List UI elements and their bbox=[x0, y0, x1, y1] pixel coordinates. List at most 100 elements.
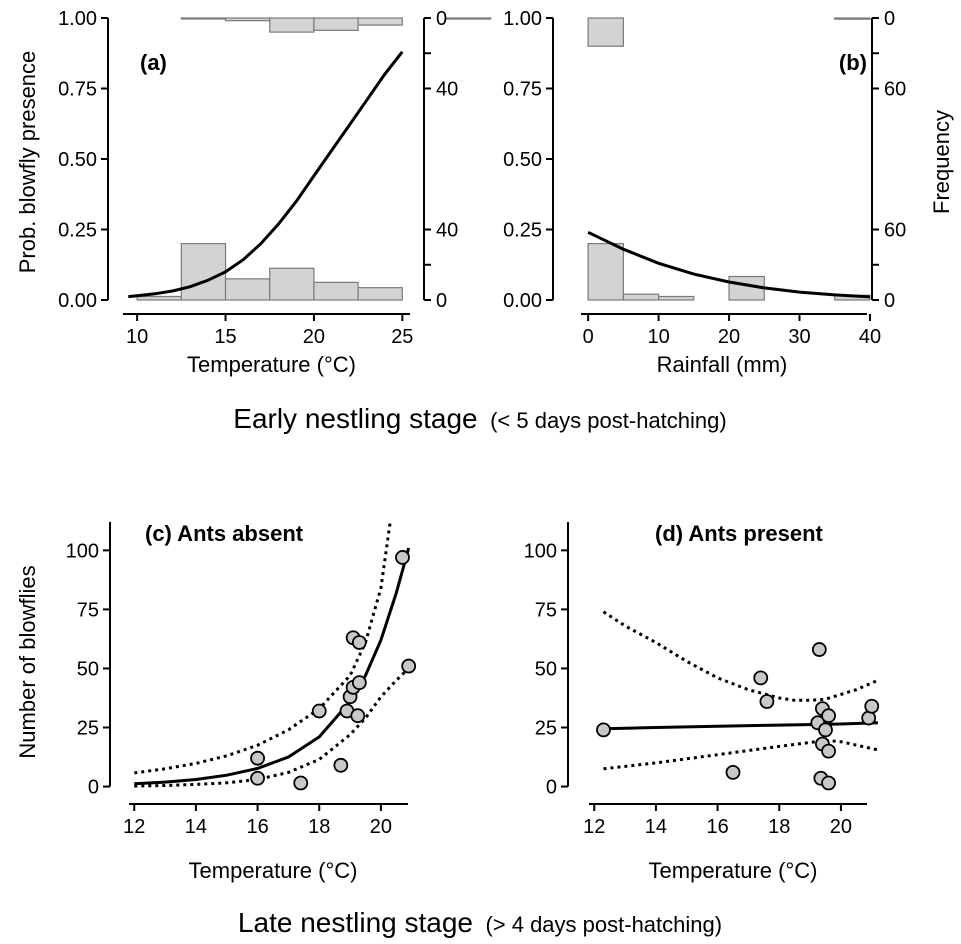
data-point bbox=[250, 750, 265, 766]
y-tick-label: 1.00 bbox=[58, 8, 97, 30]
y-tick-label: 0.75 bbox=[58, 79, 97, 101]
x-tick-label: 10 bbox=[647, 326, 669, 348]
ci-lower-line bbox=[603, 738, 879, 771]
data-point bbox=[821, 775, 836, 791]
data-point bbox=[350, 708, 366, 724]
x-axis-title: Temperature (°C) bbox=[187, 352, 356, 377]
y-tick-label: 100 bbox=[524, 540, 557, 562]
data-point bbox=[759, 694, 775, 709]
histogram-bar-bottom bbox=[357, 287, 403, 301]
data-point bbox=[333, 757, 349, 773]
histogram-bar-bottom bbox=[269, 267, 315, 301]
x-tick-label: 16 bbox=[706, 816, 728, 838]
x-tick-label: 18 bbox=[308, 816, 330, 838]
fitted-curve bbox=[587, 230, 871, 299]
y-tick-label: 0 bbox=[546, 777, 557, 799]
data-point bbox=[861, 710, 877, 726]
y-tick-label: 25 bbox=[77, 718, 99, 740]
panel-label: (c) Ants absent bbox=[145, 521, 304, 546]
early-stage-subtitle: (< 5 days post-hatching) bbox=[490, 408, 727, 433]
data-point bbox=[818, 722, 833, 738]
y-tick-label: 100 bbox=[66, 540, 99, 562]
data-point bbox=[395, 550, 410, 565]
histogram-bar-top bbox=[357, 17, 403, 26]
right-axis-title: Frequency bbox=[929, 110, 954, 214]
data-point bbox=[311, 703, 327, 719]
histogram-bar-top bbox=[587, 17, 624, 47]
early-stage-caption: Early nestling stage (< 5 days post-hatc… bbox=[233, 403, 726, 434]
panel-b-chart: 0.00 0.25 0.50 0.75 1.00 0 60 0 60 0 10 20 30 40 Rainf… bbox=[503, 8, 954, 377]
histogram-bar-bottom bbox=[657, 295, 695, 301]
ci-upper-line bbox=[602, 610, 879, 702]
right-tick-label: 0 bbox=[884, 8, 895, 30]
panel-label: (a) bbox=[140, 50, 167, 75]
y-tick-label: 75 bbox=[535, 599, 557, 621]
y-tick-label: 0.25 bbox=[58, 220, 97, 242]
right-tick-label: 0 bbox=[436, 8, 447, 30]
histogram-bar-bottom bbox=[587, 243, 624, 301]
early-stage-title: Early nestling stage bbox=[233, 403, 477, 434]
y-tick-label: 50 bbox=[535, 658, 557, 680]
data-point bbox=[351, 675, 367, 691]
data-point bbox=[401, 658, 417, 674]
ci-lower-line bbox=[134, 667, 410, 788]
histogram-bar-top bbox=[313, 17, 359, 31]
x-tick-label: 14 bbox=[645, 816, 667, 838]
x-tick-label: 40 bbox=[859, 326, 881, 348]
y-tick-label: 0.25 bbox=[503, 220, 542, 242]
right-tick-label: 60 bbox=[884, 220, 906, 242]
x-tick-label: 15 bbox=[214, 326, 236, 348]
histogram-bar-top bbox=[834, 17, 871, 20]
histogram-bar-bottom bbox=[313, 281, 359, 301]
right-tick-label: 0 bbox=[884, 290, 895, 312]
x-tick-label: 10 bbox=[126, 326, 148, 348]
y-tick-label: 0.50 bbox=[58, 149, 97, 171]
data-point bbox=[821, 708, 836, 724]
x-tick-label: 20 bbox=[370, 816, 392, 838]
panel-label: (d) Ants present bbox=[655, 521, 824, 546]
x-tick-label: 18 bbox=[768, 816, 790, 838]
x-tick-label: 20 bbox=[718, 326, 740, 348]
data-point bbox=[811, 642, 827, 657]
data-point bbox=[864, 698, 880, 714]
fitted-curve bbox=[128, 50, 404, 299]
y-tick-label: 75 bbox=[77, 599, 99, 621]
histogram-bar-top bbox=[269, 17, 315, 33]
y-tick-label: 50 bbox=[77, 658, 99, 680]
x-axis-title: Temperature (°C) bbox=[189, 858, 358, 883]
histogram-bar-top bbox=[180, 17, 227, 20]
data-point bbox=[293, 775, 309, 791]
panel-c-chart: 0 25 50 75 100 12 14 16 18 20 Temperature (°C) (c) … bbox=[15, 521, 417, 883]
x-axis-title: Temperature (°C) bbox=[649, 858, 818, 883]
y-tick-label: 25 bbox=[535, 718, 557, 740]
data-point bbox=[753, 670, 769, 686]
y-tick-label: 0.75 bbox=[503, 79, 542, 101]
x-tick-label: 14 bbox=[185, 816, 207, 838]
x-tick-label: 20 bbox=[830, 816, 852, 838]
histogram-bar-bottom bbox=[622, 293, 660, 301]
right-tick-label: 60 bbox=[884, 79, 906, 101]
fitted-line bbox=[603, 721, 878, 731]
data-point bbox=[821, 743, 836, 759]
x-tick-label: 12 bbox=[123, 816, 145, 838]
histogram-bar-top bbox=[445, 17, 492, 20]
late-stage-subtitle: (> 4 days post-hatching) bbox=[485, 912, 722, 937]
right-tick-label: 40 bbox=[436, 79, 458, 101]
right-tick-label: 40 bbox=[436, 220, 458, 242]
panel-d-chart: 0 25 50 75 100 12 14 16 18 20 Temperature (°C) (d) … bbox=[524, 521, 880, 883]
x-tick-label: 25 bbox=[391, 326, 413, 348]
y-tick-label: 0.00 bbox=[503, 290, 542, 312]
histogram-bar-bottom bbox=[224, 278, 271, 301]
fitted-line bbox=[134, 547, 411, 786]
y-tick-label: 0.50 bbox=[503, 149, 542, 171]
panel-label: (b) bbox=[839, 50, 867, 75]
late-stage-caption: Late nestling stage (> 4 days post-hatch… bbox=[238, 907, 722, 938]
y-axis-title: Number of blowflies bbox=[15, 565, 40, 758]
x-tick-label: 30 bbox=[788, 326, 810, 348]
x-tick-label: 12 bbox=[583, 816, 605, 838]
y-tick-label: 0 bbox=[88, 777, 99, 799]
ci-upper-line bbox=[134, 521, 392, 775]
y-tick-label: 0.00 bbox=[58, 290, 97, 312]
y-tick-label: 1.00 bbox=[503, 8, 542, 30]
